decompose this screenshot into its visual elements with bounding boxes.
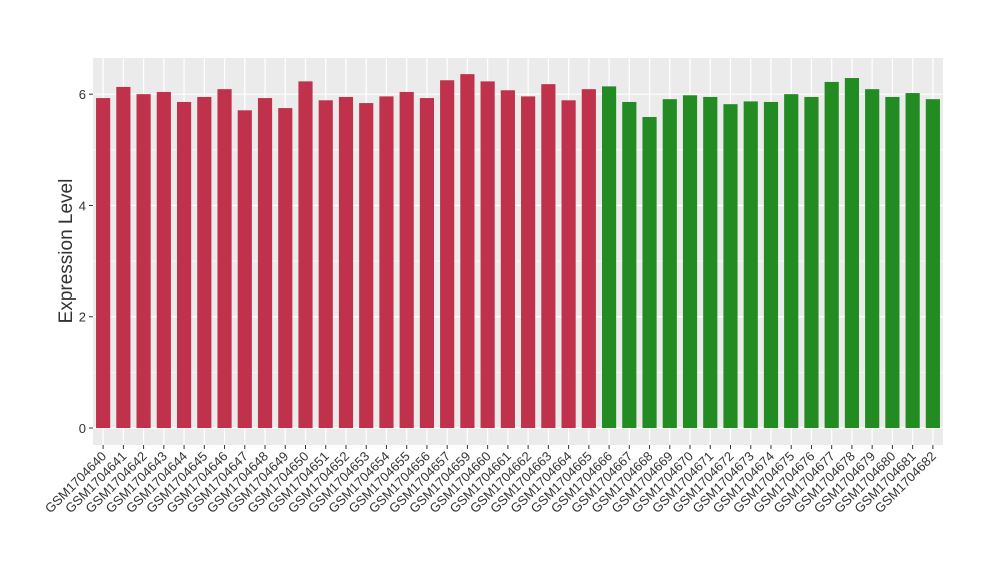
y-axis-label: Expression Level <box>56 179 77 324</box>
bar <box>925 99 940 429</box>
bar <box>96 98 111 429</box>
y-tick-label: 6 <box>79 87 86 102</box>
bar <box>298 81 313 429</box>
bar <box>379 96 394 429</box>
bar <box>723 104 738 429</box>
bar <box>521 96 536 429</box>
bar <box>278 108 293 429</box>
bar <box>156 91 171 429</box>
bar <box>176 101 192 429</box>
bar <box>561 100 576 429</box>
bar <box>784 94 799 429</box>
bar <box>622 101 637 429</box>
bar <box>642 116 657 429</box>
bar <box>541 84 556 429</box>
bar <box>581 89 596 429</box>
bar <box>601 86 617 429</box>
bar <box>885 96 900 429</box>
bar <box>217 89 232 429</box>
panel <box>93 58 943 445</box>
bar <box>338 96 354 429</box>
bar <box>480 81 495 429</box>
bar <box>662 99 677 429</box>
bar <box>257 98 273 429</box>
bar <box>804 96 819 429</box>
bar <box>419 98 435 429</box>
bar <box>460 74 475 429</box>
bar <box>682 95 698 429</box>
bar <box>743 101 758 429</box>
y-tick-label: 2 <box>79 310 86 325</box>
bar <box>844 78 860 429</box>
bar <box>237 110 252 429</box>
y-tick-label: 0 <box>79 421 86 436</box>
bar <box>763 101 779 429</box>
bar <box>116 86 131 429</box>
bar <box>440 80 455 429</box>
bar <box>197 96 212 429</box>
bar <box>865 89 880 429</box>
bar <box>318 100 333 429</box>
bar <box>359 103 374 429</box>
bar <box>500 90 515 429</box>
bar <box>399 91 414 429</box>
bar <box>905 93 920 429</box>
bar <box>703 96 718 429</box>
bar <box>136 94 151 429</box>
bar <box>824 81 839 429</box>
y-tick-label: 4 <box>79 198 86 213</box>
